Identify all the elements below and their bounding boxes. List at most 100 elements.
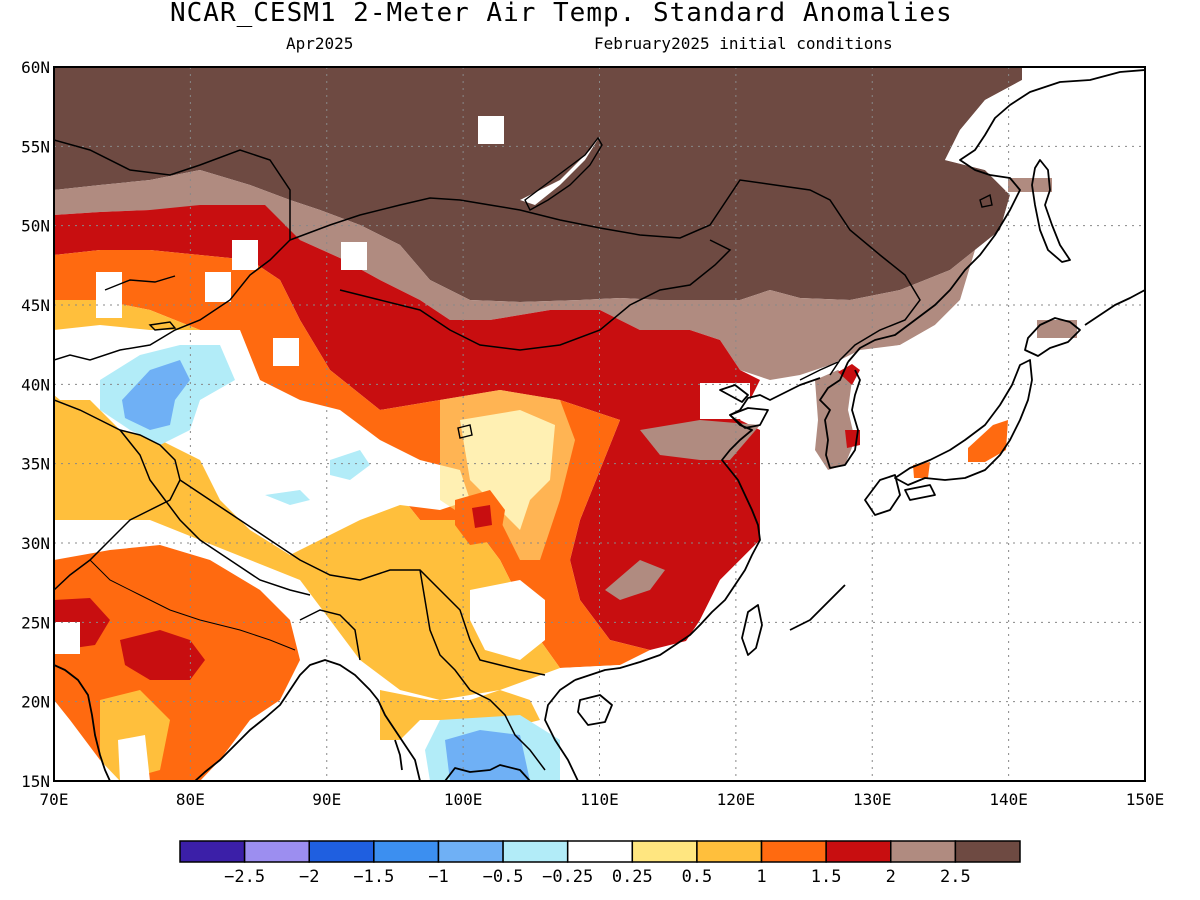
coastline-andaman xyxy=(394,739,403,771)
colorbar-label: −0.5 xyxy=(483,867,524,887)
colorbar-label: 2 xyxy=(886,867,896,887)
anomaly-region-japan-orange-top xyxy=(968,420,1008,462)
lake-issyk-kul xyxy=(148,321,177,331)
lat-tick-label: 45N xyxy=(21,296,50,315)
colorbar-label: −1.5 xyxy=(353,867,394,887)
colorbar: −2.5 −2 −1.5 −1 −0.5 −0.25 0.25 0.5 1 1.5 2 2.5 xyxy=(179,840,1021,887)
coastline-liaodong xyxy=(719,384,749,403)
coastline-ryukyu xyxy=(789,584,846,631)
country-borders xyxy=(54,139,921,771)
colorbar-swatch xyxy=(502,840,569,863)
lon-tick-label: 120E xyxy=(717,790,756,809)
colorbar-swatch xyxy=(954,840,1021,863)
coastline-china-east xyxy=(574,377,821,681)
anomaly-region-tibet-blue-spot xyxy=(330,450,370,480)
coastlines xyxy=(54,69,1145,781)
anomaly-region-india-red xyxy=(120,630,205,680)
lat-tick-label: 55N xyxy=(21,137,50,156)
colorbar-swatch xyxy=(437,840,504,863)
colorbar-swatch xyxy=(890,840,957,863)
border-mongolia-china xyxy=(339,239,732,351)
lat-tick-label: 35N xyxy=(21,455,50,474)
anomaly-region-korea-red xyxy=(838,364,860,385)
border-kazakhstan xyxy=(54,139,291,361)
anomaly-region-tibet-mid-blue xyxy=(122,360,190,430)
lon-tick-label: 90E xyxy=(312,790,341,809)
border-russia-mongolia xyxy=(289,179,921,376)
lat-tick-label: 20N xyxy=(21,693,50,712)
anomaly-region-india-light xyxy=(100,690,170,781)
coastline-korea xyxy=(819,361,861,469)
coastline-gulf-thailand xyxy=(444,764,531,781)
lat-tick-label: 25N xyxy=(21,613,50,632)
colorbar-label: −0.25 xyxy=(542,867,593,887)
colorbar-label: 1 xyxy=(756,867,766,887)
colorbar-swatch xyxy=(308,840,375,863)
anomaly-region-hokkaido-brown-top xyxy=(1037,320,1077,338)
anomaly-region-sichuan-red xyxy=(472,505,492,528)
anomaly-region-se-china-brown xyxy=(605,560,665,600)
colorbar-label: 0.5 xyxy=(682,867,713,887)
anomaly-region-sakhalin-brown-top xyxy=(1008,178,1052,192)
anomaly-fill-layer xyxy=(54,67,1145,781)
coastline-myanmar xyxy=(194,659,421,781)
lake-balkhash xyxy=(104,275,176,291)
anomaly-region-yunnan-white xyxy=(470,580,545,660)
colorbar-swatch xyxy=(566,840,634,863)
lon-tick-label: 70E xyxy=(40,790,69,809)
missing-data-cell xyxy=(273,338,299,366)
border-china-korea xyxy=(799,361,839,381)
coastline-sakhalin xyxy=(1031,159,1071,263)
colorbar-label: −1 xyxy=(428,867,448,887)
colorbar-label: 2.5 xyxy=(940,867,971,887)
lake-qinghai xyxy=(457,424,473,439)
anomaly-region-korea-peninsula xyxy=(815,370,855,470)
missing-data-cell xyxy=(96,272,122,318)
lat-tick-label: 40N xyxy=(21,375,50,394)
lake-khanka xyxy=(979,193,993,208)
axis-labels: 70E 80E 90E 100E 110E 120E 130E 140E 150E 15N 20N 2… xyxy=(21,58,1164,809)
missing-data-cell xyxy=(232,240,258,270)
colorbar-label: 1.5 xyxy=(811,867,842,887)
missing-data-cell xyxy=(54,622,80,654)
border-bangladesh xyxy=(299,609,361,661)
missing-data-cell xyxy=(341,242,367,270)
lat-tick-label: 30N xyxy=(21,534,50,553)
coastline-kyushu xyxy=(864,474,901,516)
lon-tick-label: 110E xyxy=(580,790,619,809)
border-mainland-sea xyxy=(419,569,546,771)
lat-tick-label: 15N xyxy=(21,772,50,791)
anomaly-region-dark-red xyxy=(54,205,760,650)
lat-tick-label: 50N xyxy=(21,217,50,236)
missing-data-cell xyxy=(205,272,231,302)
colorbar-label: −2.5 xyxy=(224,867,265,887)
coastline-kurils xyxy=(1084,289,1145,326)
forecast-month-label: Apr2025 xyxy=(286,34,354,53)
colorbar-swatch xyxy=(760,840,827,863)
coastline-shandong xyxy=(729,407,769,429)
colorbar-swatch xyxy=(373,840,440,863)
border-pakistan-india xyxy=(119,429,311,596)
border-india-states xyxy=(89,559,296,651)
figure-title: NCAR_CESM1 2-Meter Air Temp. Standard An… xyxy=(170,0,953,28)
lon-tick-label: 80E xyxy=(176,790,205,809)
lake-baikal-outline xyxy=(524,136,603,211)
colorbar-swatch xyxy=(631,840,698,863)
anomaly-region-tibet-blue-spot-2 xyxy=(265,490,310,505)
coastline-vietnam xyxy=(544,679,579,781)
colorbar-swatch xyxy=(179,840,246,863)
coastline-okhotsk xyxy=(847,69,1145,363)
border-china-south xyxy=(179,479,546,676)
missing-data-cell xyxy=(478,116,504,144)
lakes xyxy=(104,136,993,439)
coastline-honshu xyxy=(894,359,1033,486)
map-frame xyxy=(53,66,1146,782)
colorbar-label: −2 xyxy=(299,867,319,887)
ocean-mask xyxy=(560,67,1145,781)
lat-tick-label: 60N xyxy=(21,58,50,77)
lon-tick-label: 140E xyxy=(989,790,1028,809)
coastline-shikoku xyxy=(904,484,936,501)
graticule xyxy=(54,67,1145,781)
colorbar-swatch xyxy=(243,840,310,863)
